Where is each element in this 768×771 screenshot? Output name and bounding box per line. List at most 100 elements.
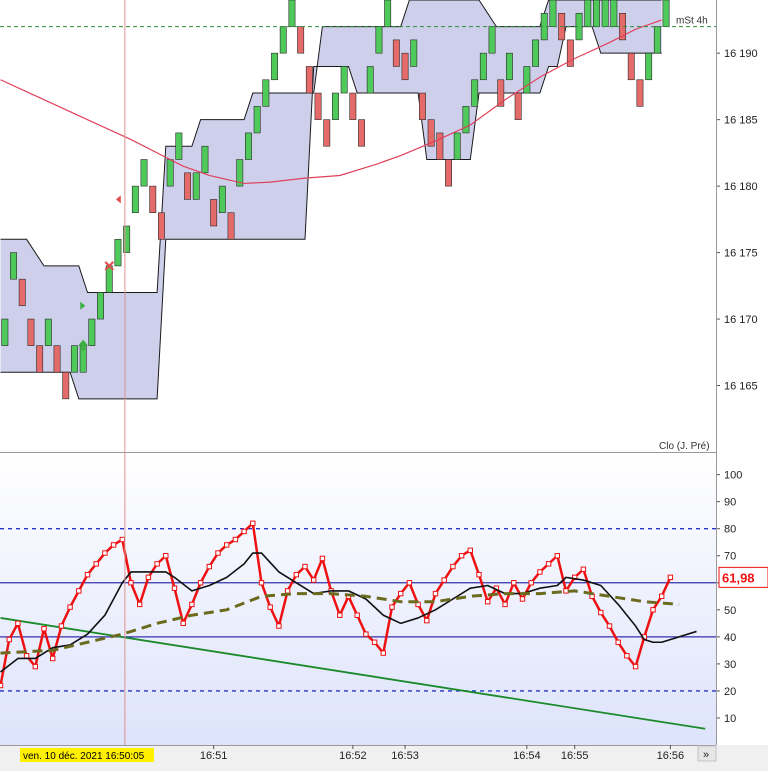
price-panel[interactable]: mSt 4h 16 165 16 170 16 175 16 180 16 185 16 1…: [0, 0, 758, 452]
price-brick-5: [44, 318, 52, 346]
price-brick-53: [462, 106, 470, 134]
oscillator-point-0-27: [232, 536, 239, 543]
oscillator-point-0-63: [545, 561, 552, 567]
oscillator-ytick-label-2: 30: [724, 659, 736, 671]
time-tick-label-3: 16:54: [513, 750, 541, 762]
price-brick-48: [418, 92, 426, 120]
oscillator-point-0-52: [450, 563, 456, 570]
oscillator-point-0-71: [615, 639, 621, 645]
price-brick-57: [497, 79, 505, 107]
price-brick-23: [201, 145, 209, 174]
oscillator-point-0-0: [0, 682, 4, 689]
price-brick-8: [71, 345, 78, 373]
channel-area: [0, 0, 662, 399]
price-brick-54: [471, 79, 479, 107]
oscillator-point-0-11: [93, 561, 99, 567]
oscillator-point-0-43: [371, 639, 378, 645]
price-brick-76: [662, 0, 670, 27]
oscillator-point-0-49: [424, 617, 430, 624]
time-tick-label-0: 16:51: [200, 750, 228, 762]
price-brick-61: [532, 39, 540, 67]
time-axis[interactable]: 16:51 16:52 16:53 16:54 16:55 16:56 ven. 10 dé…: [0, 745, 768, 771]
oscillator-ytick-label-4: 50: [724, 605, 736, 617]
price-brick-51: [445, 159, 452, 187]
moving-average-line: [0, 19, 662, 185]
price-brick-16: [140, 159, 148, 187]
price-brick-2: [18, 278, 26, 307]
price-brick-32: [279, 26, 287, 54]
price-brick-13: [114, 238, 122, 267]
reference-line-label: mSt 4h: [676, 16, 708, 27]
oscillator-point-0-15: [128, 580, 134, 586]
price-brick-33: [288, 0, 296, 27]
price-brick-65: [566, 39, 574, 67]
current-value-box: [718, 566, 768, 588]
oscillator-point-0-23: [197, 580, 204, 586]
crosshair-time-highlight: [20, 748, 154, 762]
oscillator-point-0-22: [189, 601, 195, 608]
oscillator-point-0-29: [250, 520, 256, 526]
oscillator-point-0-25: [215, 550, 221, 556]
price-brick-28: [245, 132, 252, 160]
oscillator-point-0-1: [6, 636, 12, 643]
oscillator-point-0-47: [406, 580, 413, 586]
price-brick-60: [523, 66, 531, 94]
oscillator-point-0-54: [467, 547, 474, 554]
oscillator-point-0-33: [284, 588, 291, 594]
price-brick-56: [488, 26, 496, 54]
oscillator-point-0-18: [154, 561, 160, 567]
oscillator-point-0-55: [476, 571, 482, 578]
price-brick-74: [645, 52, 653, 81]
price-brick-46: [401, 52, 409, 81]
price-brick-41: [358, 119, 365, 147]
oscillator-point-0-4: [32, 663, 38, 670]
price-ytick-label-1: 16 170: [724, 314, 758, 326]
oscillator-panel[interactable]: 10203040506070809010061,98: [0, 453, 768, 745]
oscillator-point-0-35: [302, 563, 308, 570]
oscillator-point-0-30: [258, 580, 265, 586]
oscillator-point-0-51: [441, 577, 447, 583]
price-brick-24: [210, 199, 218, 227]
oscillator-point-0-3: [23, 653, 30, 659]
oscillator-point-0-62: [537, 569, 543, 575]
oscillator-point-0-56: [485, 599, 491, 605]
oscillator-point-0-36: [311, 577, 317, 583]
price-brick-25: [218, 185, 226, 214]
price-brick-31: [271, 52, 278, 81]
oscillator-point-0-21: [180, 620, 186, 627]
price-brick-59: [514, 92, 522, 120]
price-ytick-label-5: 16 190: [724, 48, 758, 60]
price-ytick-label-4: 16 185: [724, 115, 758, 127]
oscillator-point-0-8: [67, 604, 73, 610]
price-brick-50: [436, 132, 444, 160]
time-tick-label-4: 16:55: [561, 750, 589, 762]
price-brick-75: [653, 26, 661, 54]
price-ytick-label-0: 16 165: [724, 381, 758, 393]
price-brick-11: [97, 292, 105, 320]
marker-right-triangle-3: [80, 301, 86, 310]
price-brick-27: [236, 159, 244, 187]
oscillator-point-0-6: [50, 655, 56, 662]
price-brick-69: [601, 0, 609, 27]
oscillator-point-0-58: [502, 601, 508, 608]
price-brick-49: [427, 119, 435, 147]
oscillator-point-0-20: [171, 585, 178, 591]
price-brick-37: [323, 119, 331, 147]
price-brick-70: [610, 0, 618, 27]
marker-left-triangle-2: [115, 195, 121, 204]
price-brick-72: [627, 52, 635, 81]
price-brick-4: [36, 345, 44, 373]
marker-up-arrow-0: [78, 339, 89, 351]
price-ytick-label-2: 16 175: [724, 248, 758, 260]
price-brick-73: [636, 79, 644, 107]
oscillator-point-0-28: [241, 528, 247, 535]
oscillator-point-0-2: [15, 620, 21, 627]
price-brick-26: [227, 212, 235, 240]
oscillator-point-0-13: [110, 542, 117, 548]
oscillator-point-0-26: [224, 542, 230, 548]
oscillator-point-0-10: [84, 571, 91, 578]
oscillator-point-0-32: [276, 623, 282, 629]
price-brick-43: [375, 26, 383, 54]
oscillator-point-0-14: [119, 536, 125, 543]
